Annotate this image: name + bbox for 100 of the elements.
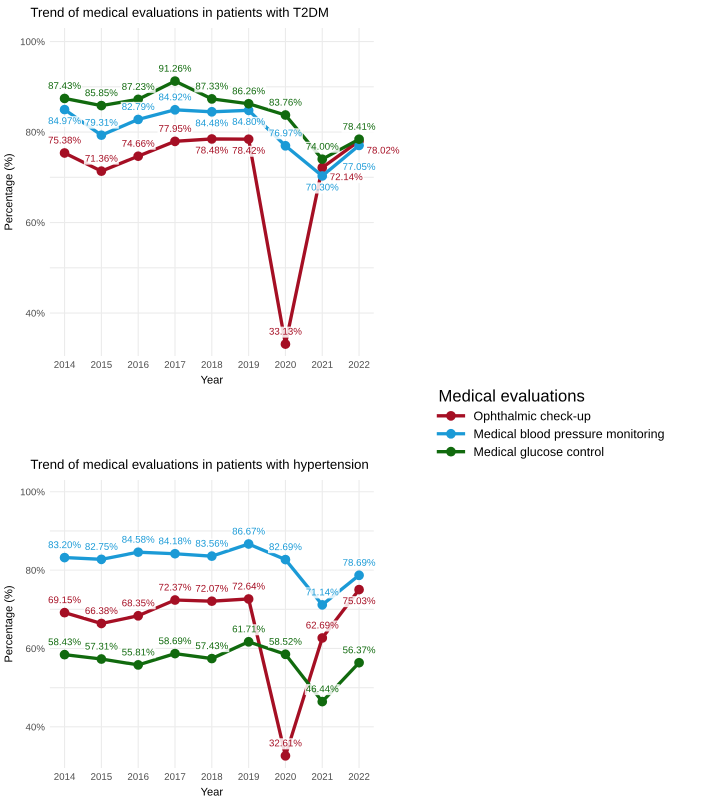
data-label: 68.35% [122, 599, 154, 606]
point [170, 136, 180, 146]
point [133, 114, 144, 124]
y-tick-label: 80% [26, 566, 45, 574]
point [60, 650, 70, 660]
point [280, 110, 290, 120]
point [96, 100, 106, 110]
point [170, 595, 180, 605]
point [244, 594, 254, 604]
y-tick-label: 60% [26, 645, 45, 652]
point [244, 134, 254, 144]
data-label: 72.64% [232, 582, 265, 590]
x-tick-label: 2022 [348, 773, 370, 780]
data-label: 87.33% [196, 82, 228, 90]
x-tick-label: 2017 [164, 773, 186, 780]
data-label: 83.76% [269, 98, 302, 106]
data-label: 77.05% [343, 163, 376, 170]
data-label: 74.00% [306, 142, 338, 150]
data-label: 61.71% [232, 626, 265, 632]
x-tick-label: 2014 [54, 773, 76, 780]
data-label: 58.52% [269, 638, 302, 645]
x-tick-label: 2014 [54, 361, 76, 368]
x-tick-label: 2017 [164, 361, 186, 368]
x-tick-label: 2015 [91, 773, 112, 780]
point [206, 551, 217, 562]
point [317, 696, 328, 706]
chart-title: Trend of medical evaluations in patients with T2DM [30, 7, 328, 20]
point [133, 151, 144, 162]
data-label: 62.69% [306, 622, 338, 629]
data-label: 55.81% [122, 648, 154, 656]
data-label: 84.80% [232, 118, 265, 125]
point [354, 570, 364, 580]
data-label: 71.36% [85, 154, 118, 162]
y-tick-label: 80% [26, 128, 45, 136]
point [170, 548, 180, 559]
point [170, 648, 180, 658]
x-tick-label: 2019 [238, 361, 259, 368]
point [133, 660, 144, 670]
point [354, 658, 364, 668]
point [206, 134, 217, 144]
point [133, 610, 144, 621]
point [60, 104, 70, 114]
data-label: 82.75% [85, 543, 118, 550]
point [317, 171, 328, 181]
x-tick-label: 2020 [275, 773, 296, 780]
data-label: 75.03% [343, 597, 376, 604]
data-label: 57.43% [196, 642, 228, 650]
point [170, 76, 180, 86]
data-label: 32.61% [269, 740, 302, 746]
data-label: 84.18% [158, 537, 192, 544]
point [206, 654, 217, 664]
point [206, 106, 217, 117]
data-label: 84.58% [122, 536, 154, 543]
x-tick-label: 2020 [275, 361, 296, 368]
data-label: 33.13% [269, 328, 302, 335]
y-tick-label: 40% [26, 724, 45, 730]
data-label: 78.48% [196, 146, 228, 154]
x-tick-label: 2022 [348, 361, 370, 368]
data-label: 56.37% [342, 646, 376, 654]
data-label: 66.38% [85, 607, 118, 614]
x-axis-title: Year [200, 376, 223, 384]
point [280, 554, 290, 564]
data-label: 82.79% [122, 103, 154, 110]
data-label: 78.42% [232, 146, 265, 154]
point [96, 554, 106, 564]
x-tick-label: 2018 [201, 773, 222, 780]
x-axis-title: Year [200, 788, 223, 796]
data-label: 70.30% [306, 184, 338, 191]
x-tick-label: 2021 [312, 361, 333, 368]
point [96, 130, 106, 140]
point [96, 166, 106, 176]
point [354, 584, 364, 594]
data-label: 72.07% [196, 584, 228, 592]
point [280, 140, 290, 151]
data-label: 82.69% [269, 543, 302, 550]
y-axis-title: Percentage (%) [4, 586, 15, 662]
x-tick-label: 2015 [91, 361, 112, 368]
point [244, 98, 254, 109]
data-label: 83.20% [48, 541, 81, 548]
point [206, 596, 217, 606]
data-label: 58.43% [48, 638, 81, 646]
legend-label: Medical glucose control [474, 446, 604, 459]
x-tick-label: 2016 [128, 773, 149, 780]
data-label: 72.37% [159, 584, 192, 591]
point [244, 636, 254, 647]
data-label: 58.69% [158, 637, 192, 644]
data-label: 76.97% [269, 129, 302, 136]
point [280, 339, 290, 349]
data-label: 78.41% [343, 122, 376, 130]
point [133, 547, 144, 558]
data-label: 69.15% [48, 596, 81, 604]
x-tick-label: 2019 [238, 773, 259, 780]
point [60, 148, 70, 158]
data-label: 78.02% [367, 146, 400, 154]
point [96, 654, 106, 664]
data-label: 72.14% [330, 173, 362, 180]
point [317, 154, 328, 164]
point [60, 94, 70, 104]
data-label: 57.31% [85, 642, 118, 650]
legend-label: Ophthalmic check-up [474, 411, 590, 423]
